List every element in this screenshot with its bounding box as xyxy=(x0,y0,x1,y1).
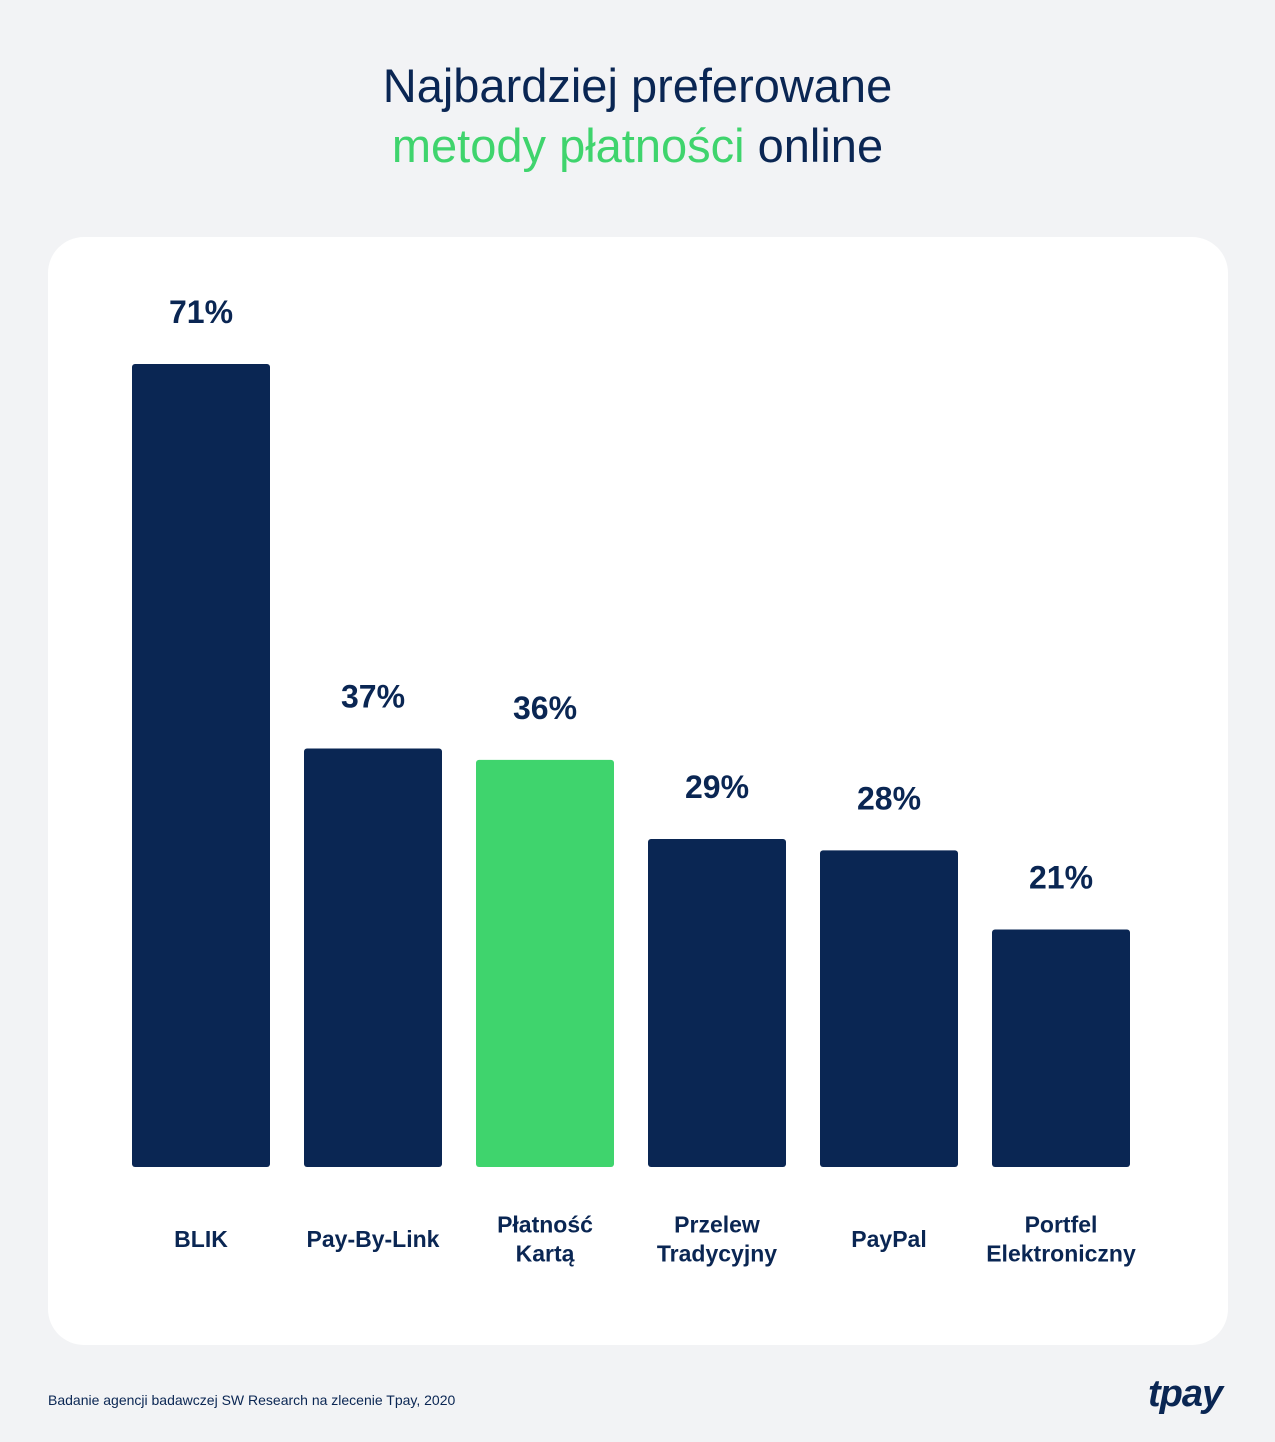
title-line-1: Najbardziej preferowane xyxy=(382,59,893,112)
value-label-5: 21% xyxy=(1029,859,1093,895)
category-label-2: Płatność Kartą xyxy=(497,1212,593,1267)
source-footnote: Badanie agencji badawczej SW Research na… xyxy=(48,1392,456,1408)
value-label-1: 37% xyxy=(341,679,405,715)
category-label-0: BLIK xyxy=(174,1226,228,1252)
category-label-4: PayPal xyxy=(851,1226,926,1252)
title-rest-text: online xyxy=(757,119,884,172)
category-label-1: Pay-By-Link xyxy=(307,1226,440,1252)
value-label-2: 36% xyxy=(513,690,577,726)
title-accent-text: metody płatności xyxy=(391,119,745,172)
bar-chart: 71% BLIK 37% Pay-By-Link 36% Płatność Kartą 29%… xyxy=(132,294,1136,1267)
category-label-3: Przelew Tradycyjny xyxy=(657,1212,777,1267)
value-label-3: 29% xyxy=(685,769,749,805)
value-label-0: 71% xyxy=(169,294,233,330)
tpay-logo: tpay xyxy=(1148,1373,1223,1415)
bar-3 xyxy=(648,839,786,1167)
bar-1 xyxy=(304,748,442,1167)
title-line-2: metody płatności online xyxy=(0,116,1275,176)
bar-0 xyxy=(132,364,270,1167)
category-label-5: Portfel Elektroniczny xyxy=(986,1212,1136,1267)
value-label-4: 28% xyxy=(857,780,921,816)
chart-card: 71% BLIK 37% Pay-By-Link 36% Płatność Kartą 29%… xyxy=(48,237,1228,1345)
chart-title: Najbardziej preferowane metody płatności… xyxy=(0,56,1275,176)
bar-5 xyxy=(992,929,1130,1167)
bar-4 xyxy=(820,850,958,1167)
bar-2 xyxy=(476,759,614,1167)
